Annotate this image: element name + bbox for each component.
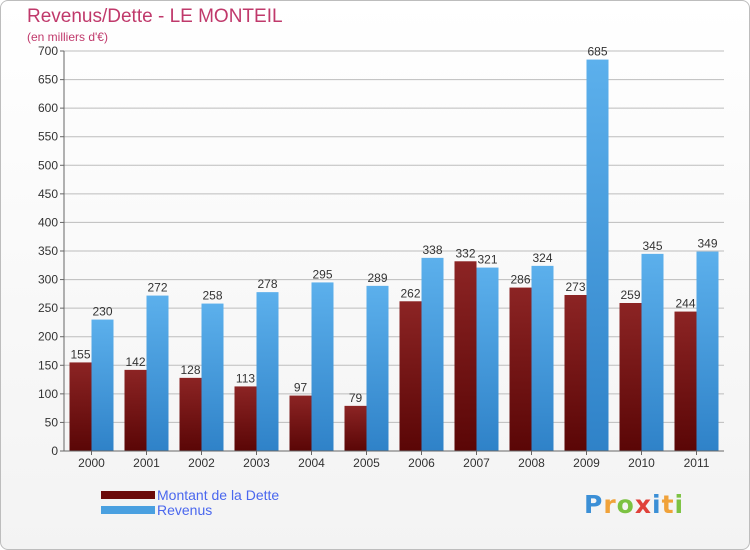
data-label-revenus: 345 <box>642 239 662 253</box>
bar-dette <box>344 405 367 451</box>
bar-revenus <box>311 282 334 451</box>
bar-revenus <box>421 257 444 451</box>
bar-dette <box>289 395 312 451</box>
data-label-revenus: 230 <box>92 305 112 319</box>
data-label-revenus: 324 <box>532 251 552 265</box>
bar-dette <box>124 369 147 451</box>
y-tick-label: 50 <box>45 415 59 429</box>
data-label-dette: 273 <box>565 280 585 294</box>
legend: Montant de la Dette Revenus <box>101 486 280 518</box>
data-label-dette: 128 <box>180 363 200 377</box>
bar-revenus <box>91 319 114 451</box>
data-label-dette: 332 <box>455 246 475 260</box>
data-label-revenus: 272 <box>147 281 167 295</box>
data-label-dette: 79 <box>349 391 363 405</box>
x-tick-label: 2011 <box>684 456 710 470</box>
legend-label-dette: Montant de la Dette <box>157 486 280 503</box>
x-tick-label: 2002 <box>188 456 215 470</box>
bar-revenus <box>696 251 719 451</box>
data-label-dette: 113 <box>236 371 255 385</box>
x-tick-label: 2005 <box>353 456 380 470</box>
bar-revenus <box>586 59 609 451</box>
x-tick-label: 2010 <box>628 456 655 470</box>
bar-revenus <box>201 303 224 451</box>
data-label-revenus: 289 <box>367 271 387 285</box>
bar-dette <box>619 303 642 451</box>
legend-swatch-revenus <box>101 505 155 514</box>
proxiti-logo: Proxiti <box>584 490 685 519</box>
data-label-revenus: 685 <box>587 45 607 59</box>
x-tick-label: 2009 <box>573 456 600 470</box>
x-tick-label: 2007 <box>463 456 490 470</box>
x-tick-label: 2001 <box>133 456 160 470</box>
bar-revenus <box>641 253 664 451</box>
bar-dette <box>509 287 532 451</box>
bar-revenus <box>476 267 499 451</box>
y-tick-label: 550 <box>38 130 58 144</box>
y-tick-label: 500 <box>38 158 58 172</box>
bar-revenus <box>146 295 169 451</box>
data-label-dette: 244 <box>675 297 695 311</box>
data-label-revenus: 349 <box>697 237 717 251</box>
y-tick-label: 150 <box>38 358 58 372</box>
y-tick-label: 350 <box>38 244 58 258</box>
data-label-revenus: 295 <box>312 267 332 281</box>
data-label-revenus: 278 <box>257 277 277 291</box>
chart-title: Revenus/Dette - LE MONTEIL <box>27 6 283 27</box>
bar-dette <box>454 261 477 451</box>
y-tick-label: 700 <box>38 44 58 58</box>
y-tick-label: 650 <box>38 73 58 87</box>
y-tick-label: 250 <box>38 301 58 315</box>
legend-swatch-dette <box>101 490 155 499</box>
x-tick-label: 2003 <box>243 456 270 470</box>
x-tick-label: 2004 <box>298 456 325 470</box>
bar-revenus <box>531 265 554 451</box>
bar-dette <box>399 301 422 451</box>
x-tick-label: 2006 <box>408 456 435 470</box>
y-tick-label: 400 <box>38 215 58 229</box>
data-label-revenus: 338 <box>422 243 442 257</box>
data-label-dette: 142 <box>125 355 145 369</box>
data-label-dette: 262 <box>400 286 420 300</box>
legend-item-dette: Montant de la Dette <box>101 486 280 503</box>
bar-revenus <box>256 292 279 451</box>
y-tick-label: 0 <box>51 444 58 458</box>
data-label-dette: 259 <box>620 288 640 302</box>
bar-dette <box>69 362 92 451</box>
legend-item-revenus: Revenus <box>101 501 279 518</box>
y-tick-label: 100 <box>38 387 58 401</box>
data-label-dette: 97 <box>294 381 308 395</box>
data-label-dette: 155 <box>70 347 90 361</box>
x-tick-label: 2000 <box>78 456 105 470</box>
bar-dette <box>564 295 587 451</box>
y-tick-label: 450 <box>38 187 58 201</box>
y-tick-label: 200 <box>38 330 58 344</box>
x-tick-label: 2008 <box>518 456 545 470</box>
data-label-revenus: 321 <box>477 253 497 267</box>
bar-revenus <box>366 285 389 451</box>
data-label-revenus: 258 <box>202 289 222 303</box>
bar-dette <box>179 377 202 451</box>
legend-label-revenus: Revenus <box>157 501 213 518</box>
y-tick-label: 600 <box>38 101 58 115</box>
y-tick-label: 300 <box>38 273 58 287</box>
bar-dette <box>674 311 697 451</box>
data-label-dette: 286 <box>510 273 530 287</box>
chart-subtitle: (en milliers d'€) <box>27 30 108 44</box>
bar-dette <box>234 386 257 451</box>
